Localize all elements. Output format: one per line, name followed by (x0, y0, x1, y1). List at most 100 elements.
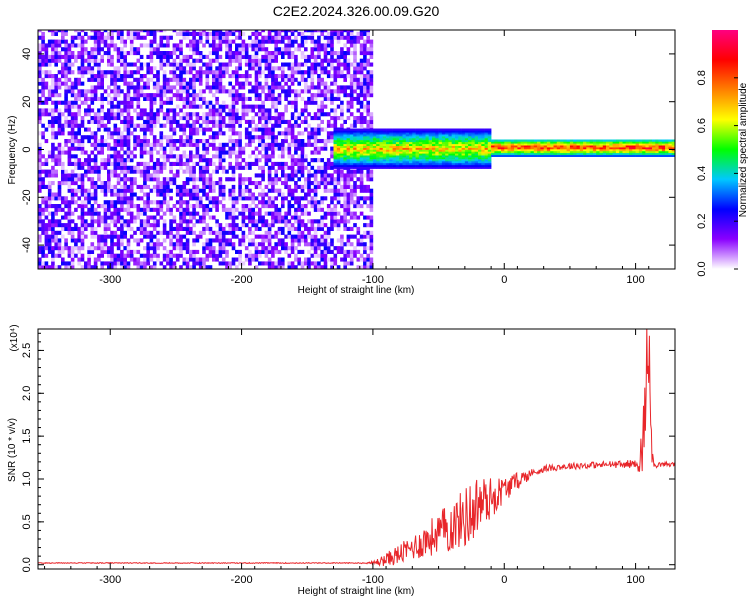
spectrogram-cell (67, 161, 72, 166)
spectrogram-cell (38, 47, 42, 52)
spectrogram-cell (44, 158, 49, 163)
spectrogram-cell (107, 246, 111, 251)
spectrogram-cell (47, 154, 52, 159)
spectrogram-cell (57, 43, 62, 48)
spectrogram-cell (146, 54, 150, 59)
spectrogram-cell (343, 85, 347, 90)
spectrogram-cell (228, 139, 232, 144)
spectrogram-cell (41, 123, 45, 128)
spectrogram-cell (284, 81, 288, 86)
spectrogram-cell (382, 130, 387, 133)
spectrogram-cell (392, 161, 397, 164)
spectrogram-cell (326, 188, 331, 193)
spectrogram-cell (215, 150, 219, 155)
spectrogram-cell (320, 112, 324, 117)
spectrogram-cell (64, 116, 68, 121)
spectrogram-cell (116, 135, 121, 140)
spectrogram-cell (70, 211, 75, 216)
spectrogram-cell (51, 249, 55, 254)
spectrogram-cell (202, 215, 206, 220)
spectrogram-cell (149, 119, 154, 124)
spectrogram-cell (343, 134, 347, 137)
spectrogram-cell (192, 93, 196, 98)
spectrogram-cell (281, 204, 285, 209)
spectrogram-cell (382, 157, 387, 160)
spectrogram-cell (146, 207, 150, 212)
spectrogram-cell (212, 196, 216, 201)
spectrogram-cell (185, 158, 190, 163)
spectrogram-cell (287, 211, 292, 216)
spectrogram-cell (336, 188, 341, 193)
spectrogram-cell (123, 150, 127, 155)
spectrogram-cell (90, 93, 95, 98)
spectrogram-cell (126, 131, 131, 136)
spectrogram-cell (402, 130, 407, 133)
spectrogram-cell (103, 184, 108, 189)
spectrogram-cell (87, 108, 91, 113)
spectrogram-cell (74, 200, 78, 205)
spectrogram-cell (300, 39, 305, 44)
spectrogram-cell (51, 58, 55, 63)
spectrogram-cell (182, 123, 187, 128)
spectrogram-cell (284, 246, 288, 251)
spectrogram-cell (103, 223, 108, 228)
spectrogram-cell (64, 142, 68, 147)
spectrogram-cell (392, 139, 397, 143)
spectrogram-cell (123, 257, 127, 262)
spectrogram-cell (84, 173, 88, 178)
spectrogram-cell (103, 39, 108, 44)
spectrogram-cell (67, 119, 72, 124)
spectrogram-cell (57, 188, 62, 193)
spectrogram-cell (294, 234, 298, 239)
spectrogram-cell (110, 112, 114, 117)
spectrogram-cell (349, 169, 354, 174)
spectrogram-cell (202, 54, 206, 59)
spectrogram-cell (221, 261, 226, 266)
spectrogram-cell (455, 132, 459, 135)
spectrogram-cell (281, 196, 285, 201)
spectrogram-cell (369, 234, 374, 239)
spectrogram-cell (353, 77, 357, 82)
spectrogram-cell (152, 119, 157, 124)
spectrogram-cell (38, 54, 42, 59)
spectrogram-cell (172, 181, 177, 186)
spectrogram-cell (103, 200, 108, 205)
spectrogram-cell (356, 143, 361, 146)
spectrogram-cell (277, 211, 282, 216)
spectrogram-cell (300, 142, 305, 147)
spectrogram-cell (451, 134, 456, 137)
spectrogram-cell (235, 51, 239, 56)
spectrogram-cell (445, 151, 449, 154)
spectrogram-cell (67, 62, 72, 67)
spectrogram-cell (143, 207, 147, 212)
spectrogram-cell (228, 265, 232, 269)
spectrogram-cell (235, 100, 239, 105)
spectrogram-cell (231, 196, 236, 201)
spectrogram-cell (369, 173, 374, 178)
spectrogram-cell (41, 265, 45, 269)
spectrogram-cell (57, 196, 62, 201)
spectrogram-cell (294, 188, 298, 193)
spectrogram-cell (41, 62, 45, 67)
spectrogram-cell (64, 104, 68, 109)
spectrogram-cell (310, 223, 315, 228)
spectrogram-cell (100, 146, 104, 151)
spectrogram-cell (267, 177, 272, 182)
spectrogram-cell (113, 154, 118, 159)
spectrogram-cell (366, 128, 370, 131)
spectrogram-cell (77, 104, 81, 109)
spectrogram-cell (185, 135, 190, 140)
spectrogram-cell (110, 54, 114, 59)
spectrogram-cell (258, 93, 262, 98)
spectrogram-cell (77, 230, 81, 235)
spectrogram-cell (313, 142, 318, 147)
spectrogram-cell (126, 123, 131, 128)
spectrogram-cell (84, 108, 88, 113)
spectrogram-cell (192, 85, 196, 90)
spectrogram-cell (248, 154, 252, 159)
spectrogram-cell (349, 31, 354, 36)
spectrogram-cell (258, 242, 262, 247)
spectrogram-cell (369, 141, 374, 145)
spectrogram-cell (248, 219, 252, 224)
spectrogram-cell (179, 39, 183, 44)
